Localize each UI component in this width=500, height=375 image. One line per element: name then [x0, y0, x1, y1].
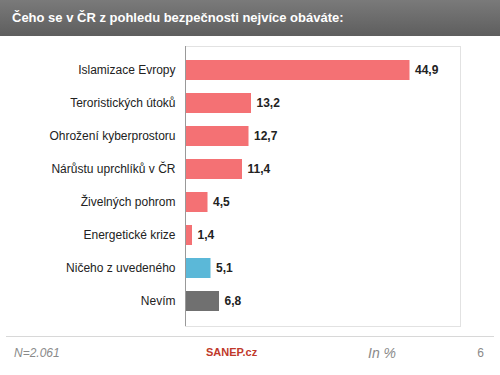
svg-text:11,4: 11,4 [248, 162, 271, 176]
svg-text:Ohrožení kyberprostoru: Ohrožení kyberprostoru [49, 129, 175, 143]
html-text:In %: In % [368, 345, 396, 361]
svg-text:6,8: 6,8 [225, 294, 242, 308]
svg-text:Islamizace Evropy: Islamizace Evropy [78, 63, 175, 77]
svg-text:13,2: 13,2 [257, 96, 281, 110]
svg-text:Nevím: Nevím [141, 294, 176, 308]
svg-text:Energetické krize: Energetické krize [83, 228, 175, 242]
html-text:SANEP.cz: SANEP.cz [206, 346, 258, 358]
html-text:6: 6 [477, 346, 484, 360]
svg-text:Živelných pohrom: Živelných pohrom [81, 194, 176, 209]
html-text:Čeho se v ČR z pohledu bezpečn: Čeho se v ČR z pohledu bezpečnosti nejví… [12, 10, 344, 25]
svg-text:Teroristických útoků: Teroristických útoků [70, 96, 175, 110]
svg-text:Ničeho z uvedeného: Ničeho z uvedeného [66, 261, 176, 275]
svg-text:Nárůstu uprchlíků v ČR: Nárůstu uprchlíků v ČR [51, 161, 175, 176]
svg-text:12,7: 12,7 [254, 129, 278, 143]
svg-text:5,1: 5,1 [216, 261, 233, 275]
svg-text:1,4: 1,4 [198, 228, 215, 242]
svg-text:44,9: 44,9 [415, 63, 439, 77]
html-text:N=2.061: N=2.061 [14, 346, 60, 360]
svg-text:4,5: 4,5 [213, 195, 230, 209]
